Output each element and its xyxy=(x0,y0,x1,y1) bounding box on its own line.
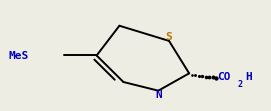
Text: N: N xyxy=(155,90,162,100)
Text: H: H xyxy=(246,72,252,82)
Text: MeS: MeS xyxy=(8,51,28,60)
Text: S: S xyxy=(166,32,172,42)
Text: CO: CO xyxy=(217,72,231,82)
Text: 2: 2 xyxy=(237,80,243,89)
